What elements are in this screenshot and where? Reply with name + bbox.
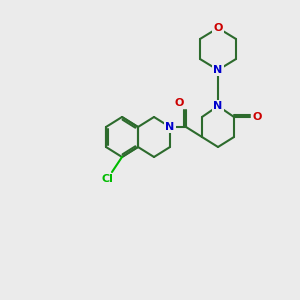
Text: N: N (213, 65, 223, 75)
Text: Cl: Cl (101, 174, 113, 184)
Text: N: N (165, 122, 175, 132)
Text: N: N (213, 101, 223, 111)
Text: O: O (213, 23, 223, 33)
Text: O: O (174, 98, 184, 108)
Text: O: O (252, 112, 262, 122)
